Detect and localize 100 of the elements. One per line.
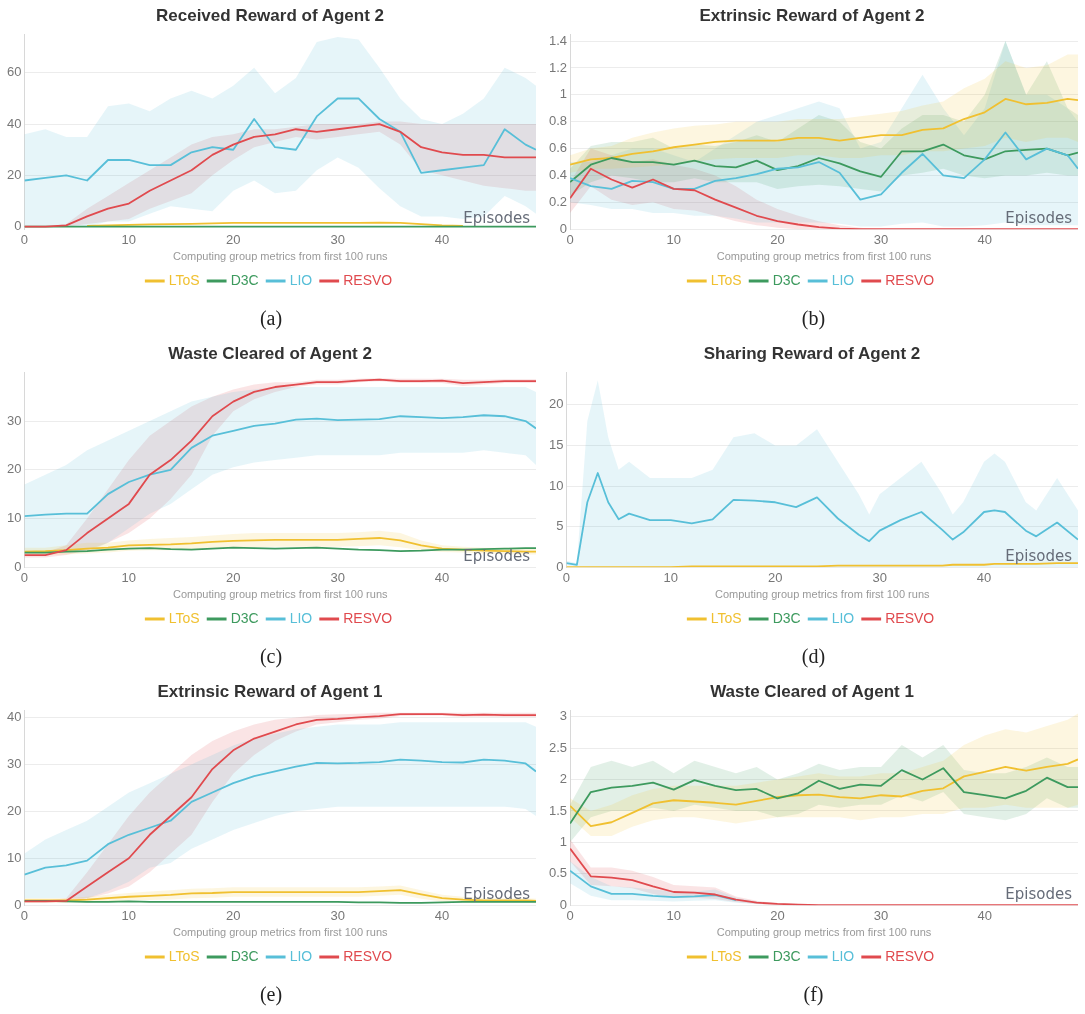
- legend-label: LToS: [710, 271, 742, 288]
- y-tick-label: 0.5: [548, 865, 568, 881]
- y-tick-label: 40: [6, 709, 22, 725]
- x-tick-label: 10: [121, 569, 137, 585]
- y-tick-label: 2: [559, 771, 568, 787]
- legend-label: LIO: [289, 947, 313, 964]
- legend-label: LIO: [831, 609, 855, 626]
- text: Computing group metrics from first 100 runs: [716, 250, 932, 263]
- y-tick-label: 1.2: [548, 59, 568, 75]
- legend-label: D3C: [230, 609, 259, 626]
- x-axis-title: Episodes: [463, 546, 531, 565]
- x-tick-label: 10: [666, 231, 681, 247]
- y-tick-label: 40: [6, 115, 22, 131]
- legend-label: D3C: [230, 947, 259, 964]
- x-tick-label: 40: [976, 569, 992, 585]
- chart-title: Extrinsic Reward of Agent 1: [157, 681, 383, 701]
- y-tick-label: 10: [548, 477, 564, 493]
- x-tick-label: 20: [226, 907, 241, 923]
- text: (a): [258, 306, 284, 332]
- y-tick-label: 0.2: [548, 193, 568, 209]
- chart-title: Waste Cleared of Agent 2: [168, 343, 372, 363]
- chart-title: Sharing Reward of Agent 2: [703, 343, 921, 363]
- y-tick-label: 2.5: [548, 739, 568, 755]
- x-axis-title: Episodes: [1005, 546, 1073, 565]
- y-tick-label: 20: [6, 461, 22, 477]
- y-tick-label: 10: [6, 849, 22, 865]
- legend-label: LIO: [289, 609, 313, 626]
- y-tick-label: 1.5: [548, 802, 568, 818]
- y-tick-label: 0: [559, 896, 568, 912]
- legend-label: LIO: [831, 271, 855, 288]
- y-tick-label: 30: [6, 755, 22, 771]
- y-tick-label: 1: [559, 833, 568, 849]
- legend-label: LToS: [168, 609, 200, 626]
- x-tick-label: 20: [770, 231, 785, 247]
- y-tick-label: 3: [559, 708, 568, 724]
- y-tick-label: 20: [6, 166, 22, 182]
- y-tick-label: 0: [559, 220, 568, 236]
- text: (d): [800, 644, 827, 670]
- y-tick-label: 0.6: [548, 140, 568, 156]
- x-tick-label: 40: [434, 907, 450, 923]
- y-tick-label: 20: [6, 802, 22, 818]
- y-tick-label: 0: [14, 896, 22, 912]
- legend-label: D3C: [772, 609, 801, 626]
- y-tick-label: 0: [14, 558, 22, 574]
- x-tick-label: 20: [770, 907, 785, 923]
- x-tick-label: 30: [330, 907, 345, 923]
- x-tick-label: 20: [768, 569, 783, 585]
- legend-label: RESVO: [885, 609, 935, 626]
- y-tick-label: 1.4: [548, 32, 568, 48]
- x-axis-title: Episodes: [1005, 208, 1073, 227]
- x-tick-label: 20: [226, 569, 241, 585]
- x-axis-title: Episodes: [1005, 884, 1073, 903]
- y-tick-label: 0.4: [548, 167, 568, 183]
- y-tick-label: 5: [556, 518, 564, 534]
- text: (f): [802, 982, 825, 1008]
- x-tick-label: 30: [330, 231, 345, 247]
- y-tick-label: 0: [556, 558, 564, 574]
- y-tick-label: 20: [548, 396, 564, 412]
- text: Computing group metrics from first 100 runs: [172, 250, 389, 263]
- x-tick-label: 40: [434, 569, 450, 585]
- legend-label: RESVO: [885, 947, 935, 964]
- text: Computing group metrics from first 100 runs: [716, 926, 932, 939]
- legend-label: D3C: [230, 271, 259, 288]
- y-tick-label: 30: [6, 412, 22, 428]
- x-axis-title: Episodes: [463, 208, 531, 227]
- legend-label: D3C: [772, 271, 801, 288]
- y-tick-label: 1: [559, 86, 568, 102]
- legend-label: RESVO: [343, 947, 393, 964]
- legend-label: LToS: [710, 609, 742, 626]
- legend-label: RESVO: [343, 609, 393, 626]
- text: (b): [800, 306, 827, 332]
- text: Computing group metrics from first 100 runs: [172, 588, 389, 601]
- y-tick-label: 10: [6, 510, 22, 526]
- x-tick-label: 10: [666, 907, 681, 923]
- chart-title: Received Reward of Agent 2: [156, 5, 384, 25]
- legend-label: D3C: [772, 947, 801, 964]
- x-tick-label: 30: [872, 569, 887, 585]
- legend-label: RESVO: [885, 271, 935, 288]
- text: Computing group metrics from first 100 runs: [714, 588, 931, 601]
- x-tick-label: 30: [873, 231, 889, 247]
- x-tick-label: 40: [977, 907, 992, 923]
- legend-label: LToS: [710, 947, 742, 964]
- legend-label: RESVO: [343, 271, 393, 288]
- legend-label: LIO: [831, 947, 855, 964]
- x-tick-label: 10: [121, 907, 137, 923]
- x-tick-label: 40: [434, 231, 450, 247]
- x-tick-label: 20: [226, 231, 241, 247]
- legend-label: LToS: [168, 271, 200, 288]
- legend-label: LIO: [289, 271, 313, 288]
- y-tick-label: 0: [14, 218, 22, 234]
- text: Computing group metrics from first 100 runs: [172, 926, 389, 939]
- y-tick-label: 15: [548, 437, 564, 453]
- x-axis-title: Episodes: [463, 884, 531, 903]
- y-tick-label: 60: [6, 64, 22, 80]
- x-tick-label: 10: [121, 231, 137, 247]
- x-tick-label: 30: [873, 907, 889, 923]
- y-tick-label: 0.8: [548, 113, 568, 129]
- x-tick-label: 10: [663, 569, 679, 585]
- x-tick-label: 30: [330, 569, 345, 585]
- x-tick-label: 40: [977, 231, 992, 247]
